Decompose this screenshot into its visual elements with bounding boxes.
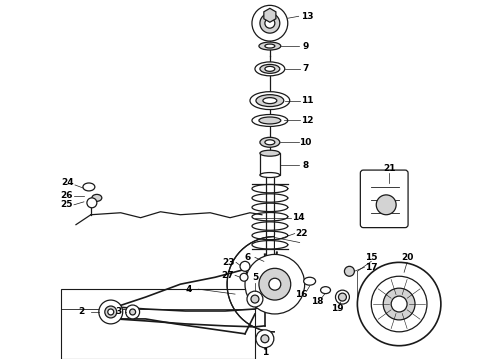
Ellipse shape — [250, 92, 290, 109]
Circle shape — [130, 309, 136, 315]
Text: 9: 9 — [302, 41, 309, 50]
Circle shape — [247, 291, 263, 307]
Ellipse shape — [83, 183, 95, 191]
FancyBboxPatch shape — [360, 170, 408, 228]
Text: 24: 24 — [62, 179, 74, 188]
Ellipse shape — [92, 194, 102, 201]
Ellipse shape — [265, 140, 275, 145]
Ellipse shape — [320, 287, 331, 294]
Ellipse shape — [260, 64, 280, 73]
Circle shape — [357, 262, 441, 346]
Bar — [61, 289, 255, 359]
Circle shape — [251, 295, 259, 303]
Bar — [275, 235, 329, 334]
Text: 11: 11 — [301, 96, 314, 105]
Text: 13: 13 — [301, 12, 314, 21]
Ellipse shape — [252, 114, 288, 126]
Circle shape — [391, 296, 407, 312]
Circle shape — [339, 293, 346, 301]
Text: 25: 25 — [60, 200, 72, 209]
Bar — [260, 153, 280, 175]
Circle shape — [252, 5, 288, 41]
Ellipse shape — [304, 277, 316, 285]
Text: 27: 27 — [221, 271, 233, 280]
Text: 23: 23 — [222, 258, 234, 267]
Text: 22: 22 — [295, 229, 308, 238]
Ellipse shape — [260, 150, 280, 156]
Circle shape — [260, 13, 280, 33]
Circle shape — [240, 261, 250, 271]
Text: 18: 18 — [311, 297, 324, 306]
Text: 17: 17 — [365, 263, 378, 272]
Circle shape — [125, 305, 140, 319]
Polygon shape — [264, 8, 276, 22]
Text: 7: 7 — [302, 64, 309, 73]
Ellipse shape — [260, 137, 280, 147]
Circle shape — [256, 330, 274, 348]
Circle shape — [269, 278, 281, 290]
Text: 26: 26 — [60, 192, 72, 201]
Text: 15: 15 — [365, 253, 377, 262]
Circle shape — [344, 266, 354, 276]
Text: 21: 21 — [383, 163, 395, 172]
Circle shape — [336, 290, 349, 304]
Circle shape — [240, 273, 248, 281]
Circle shape — [259, 268, 291, 300]
Text: 2: 2 — [78, 307, 84, 316]
Ellipse shape — [259, 117, 281, 124]
Text: 12: 12 — [301, 116, 314, 125]
Circle shape — [87, 198, 97, 208]
Ellipse shape — [259, 42, 281, 50]
Circle shape — [105, 306, 117, 318]
Ellipse shape — [265, 66, 275, 71]
Text: 3: 3 — [116, 307, 122, 316]
Circle shape — [261, 335, 269, 343]
Text: 20: 20 — [401, 253, 413, 262]
Text: 19: 19 — [331, 305, 344, 314]
Circle shape — [265, 18, 275, 28]
Text: 1: 1 — [262, 348, 268, 357]
Circle shape — [376, 195, 396, 215]
Text: 5: 5 — [252, 273, 258, 282]
Circle shape — [371, 276, 427, 332]
Ellipse shape — [263, 98, 277, 104]
Circle shape — [227, 237, 322, 332]
Ellipse shape — [256, 95, 284, 107]
Text: 16: 16 — [295, 289, 308, 298]
Text: 14: 14 — [293, 213, 305, 222]
Circle shape — [383, 288, 415, 320]
Text: 4: 4 — [185, 285, 192, 294]
Circle shape — [108, 309, 114, 315]
Ellipse shape — [260, 172, 280, 177]
Ellipse shape — [265, 44, 275, 48]
Text: 10: 10 — [299, 138, 312, 147]
Text: 8: 8 — [302, 161, 309, 170]
Circle shape — [99, 300, 122, 324]
Text: 6: 6 — [245, 253, 251, 262]
Ellipse shape — [255, 62, 285, 76]
Circle shape — [245, 255, 305, 314]
